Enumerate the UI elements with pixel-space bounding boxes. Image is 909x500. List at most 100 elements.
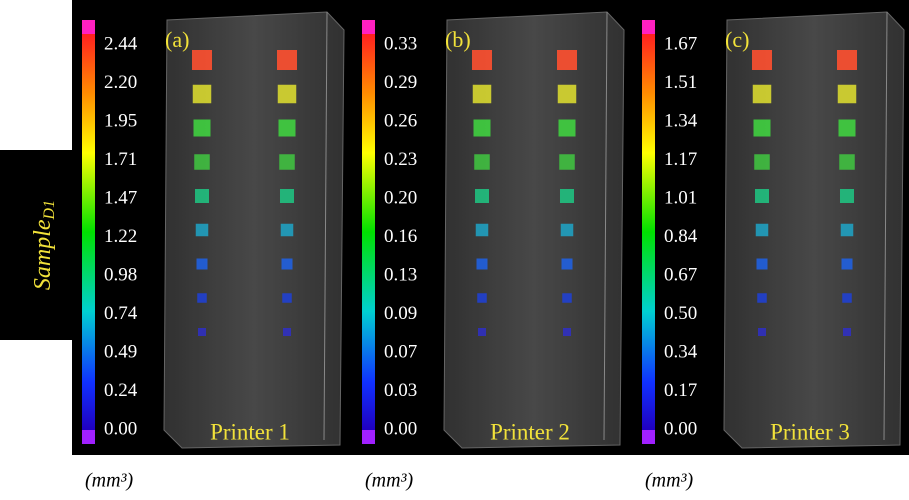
colorbar-tick-label: 0.33 [384,33,417,54]
colorbar-cap [82,20,95,34]
colorbar-cap [362,430,375,444]
defect-cube [840,189,854,203]
defect-cube [841,258,853,270]
defect-cube [557,50,577,70]
defect-cube [282,293,292,303]
specimen-edge [603,11,608,441]
defect-cube [755,189,769,203]
colorbar-tick-label: 0.00 [104,418,137,439]
defect-cube [559,154,575,170]
defect-cube [192,50,212,70]
colorbar-tick-label: 0.26 [384,110,417,131]
defect-cube [558,119,576,137]
colorbar-cap [642,430,655,444]
defect-cube [280,223,294,237]
colorbar-cap [82,430,95,444]
specimen-box [723,11,905,449]
colorbar-tick-label: 0.24 [104,380,138,401]
colorbar-tick-label: 0.17 [664,380,697,401]
specimen-edge [323,11,328,441]
panel-label: (a) [165,27,189,52]
colorbar-tick-label: 1.17 [664,149,697,170]
row-label: SampleD1 [30,200,58,290]
specimen-box [443,11,625,449]
unit-label: (mm³) [85,470,134,492]
colorbar-tick-label: 0.09 [384,303,417,324]
defect-cube [560,189,574,203]
defect-cube [561,258,573,270]
colorbar-tick-label: 1.22 [104,226,137,247]
defect-cube [277,84,297,104]
colorbar-tick-label: 0.16 [384,226,417,247]
colorbar-tick-label: 0.50 [664,303,697,324]
defect-cube [280,189,294,203]
defect-cube [837,50,857,70]
panel-label: (c) [725,27,749,52]
colorbar-tick-label: 0.84 [664,226,698,247]
colorbar [362,34,375,430]
colorbar-tick-label: 0.67 [664,264,697,285]
colorbar-cap [362,20,375,34]
defect-cube [195,223,209,237]
colorbar-tick-label: 1.71 [104,149,137,170]
colorbar-tick-label: 0.00 [384,418,417,439]
colorbar-tick-label: 1.47 [104,187,137,208]
defect-cube [478,328,486,336]
colorbar-cap [642,20,655,34]
defect-cube [840,223,854,237]
colorbar-tick-label: 1.01 [664,187,697,208]
defect-cube [474,154,490,170]
defect-cube [752,50,772,70]
defect-cube [193,119,211,137]
defect-cube [477,293,487,303]
defect-cube [837,84,857,104]
defect-cube [279,154,295,170]
colorbar [642,34,655,430]
colorbar-tick-label: 1.51 [664,72,697,93]
defect-cube [754,154,770,170]
defect-cube [195,189,209,203]
colorbar-tick-label: 0.20 [384,187,417,208]
defect-cube [278,119,296,137]
specimen-edge [883,11,888,441]
defect-cube [192,84,212,104]
defect-cube [472,50,492,70]
defect-cube [475,189,489,203]
row-label-text: Sample [30,219,56,290]
row-label-box [0,150,72,340]
defect-cube [842,293,852,303]
printer-label: Printer 3 [770,419,850,444]
colorbar-tick-label: 0.00 [664,418,697,439]
printer-label: Printer 2 [490,419,570,444]
defect-cube [472,84,492,104]
defect-cube [758,328,766,336]
defect-cube [757,293,767,303]
unit-label: (mm³) [365,470,414,492]
colorbar-tick-label: 0.23 [384,149,417,170]
defect-cube [560,223,574,237]
defect-cube [755,223,769,237]
colorbar-tick-label: 1.95 [104,110,137,131]
printer-label: Printer 1 [210,419,290,444]
colorbar-tick-label: 2.44 [104,33,138,54]
defect-cube [281,258,293,270]
colorbar-tick-label: 0.98 [104,264,137,285]
defect-cube [194,154,210,170]
colorbar-tick-label: 1.34 [664,110,698,131]
colorbar [82,34,95,430]
defect-cube [838,119,856,137]
colorbar-tick-label: 0.74 [104,303,138,324]
colorbar-tick-label: 0.13 [384,264,417,285]
defect-cube [557,84,577,104]
defect-cube [839,154,855,170]
row-label-subscript: D1 [41,200,58,221]
colorbar-tick-label: 0.34 [664,341,698,362]
defect-cube [563,328,571,336]
defect-cube [476,258,488,270]
defect-cube [562,293,572,303]
colorbar-tick-label: 1.67 [664,33,697,54]
defect-cube [752,84,772,104]
colorbar-tick-label: 0.03 [384,380,417,401]
